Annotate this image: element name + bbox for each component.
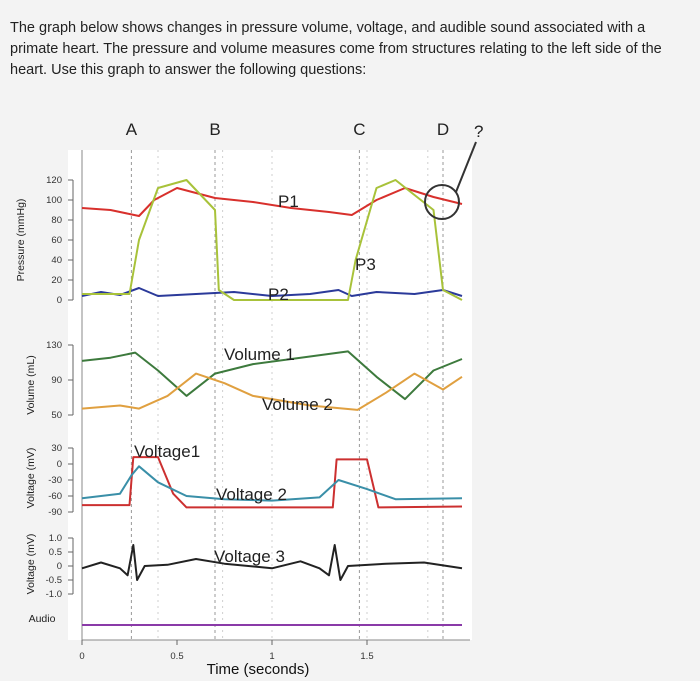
panel-2-ylabel: Voltage (mV) — [25, 448, 37, 509]
series-voltage-2 — [81, 465, 463, 502]
panel-2-tick-label: -90 — [48, 507, 62, 518]
annotation-circle — [424, 184, 460, 220]
series-volume-2 — [81, 372, 463, 411]
intro-line-1: The graph below shows changes in pressur… — [10, 20, 646, 36]
panel-1-ylabel: Volume (mL) — [25, 355, 37, 415]
annotation-pointer — [455, 141, 477, 193]
series-label-p1: P1 — [278, 192, 299, 211]
panel-2-tick-label: 0 — [57, 459, 62, 470]
panel-3-tick-label: 0 — [57, 561, 62, 572]
panel-1-tick-label: 130 — [46, 340, 62, 351]
panel-3-tick-label: 1.0 — [49, 533, 62, 544]
x-tick-label: 0 — [79, 651, 84, 662]
panel-2-tick-label: -30 — [48, 475, 62, 486]
series-label-voltage-3: Voltage 3 — [214, 547, 285, 566]
panel-2-tick-label: 30 — [51, 443, 62, 454]
series-label-p3: P3 — [355, 255, 376, 274]
intro-text: The graph below shows changes in pressur… — [10, 18, 694, 81]
panel-0-tick-label: 80 — [51, 215, 62, 226]
panel-2-tick-label: -60 — [48, 491, 62, 502]
series-voltage-3 — [81, 544, 463, 581]
panel-0-tick-label: 0 — [57, 295, 62, 306]
phase-label-d: D — [437, 120, 449, 139]
x-tick-label: 1.5 — [360, 651, 373, 662]
series-label-volume-2: Volume 2 — [262, 395, 333, 414]
series-label-p2: P2 — [268, 285, 289, 304]
x-axis-label: Time (seconds) — [207, 661, 310, 678]
phase-label-b: B — [209, 120, 220, 139]
panel-4-ylabel: Audio — [29, 613, 56, 625]
series-label-voltage-2: Voltage 2 — [216, 485, 287, 504]
panel-1-tick-label: 50 — [51, 410, 62, 421]
panel-0-tick-label: 120 — [46, 175, 62, 186]
phase-label-a: A — [126, 120, 138, 139]
series-voltage1 — [82, 456, 463, 509]
panel-3-tick-label: -0.5 — [46, 575, 62, 586]
panel-3-tick-label: -1.0 — [46, 589, 62, 600]
intro-line-3: heart. Use this graph to answer the foll… — [10, 62, 367, 78]
series-volume-1 — [81, 350, 463, 401]
panel-3-ylabel: Voltage (mV) — [25, 534, 37, 595]
question-mark: ? — [474, 122, 483, 141]
series-p2 — [81, 287, 463, 297]
panel-0-tick-label: 100 — [46, 195, 62, 206]
intro-line-2: primate heart. The pressure and volume m… — [10, 41, 662, 57]
panel-0-tick-label: 20 — [51, 275, 62, 286]
panel-0-ylabel: Pressure (mmHg) — [15, 199, 27, 282]
x-tick-label: 1 — [269, 651, 274, 662]
panel-0-tick-label: 60 — [51, 235, 62, 246]
panel-0-tick-label: 40 — [51, 255, 62, 266]
panel-3-tick-label: 0.5 — [49, 547, 62, 558]
series-label-voltage1: Voltage1 — [134, 442, 200, 461]
series-p3 — [82, 179, 463, 301]
phase-label-c: C — [353, 120, 365, 139]
x-tick-label: 0.5 — [170, 651, 183, 662]
series-label-volume-1: Volume 1 — [224, 345, 295, 364]
panel-1-tick-label: 90 — [51, 375, 62, 386]
series-p1 — [81, 187, 463, 217]
